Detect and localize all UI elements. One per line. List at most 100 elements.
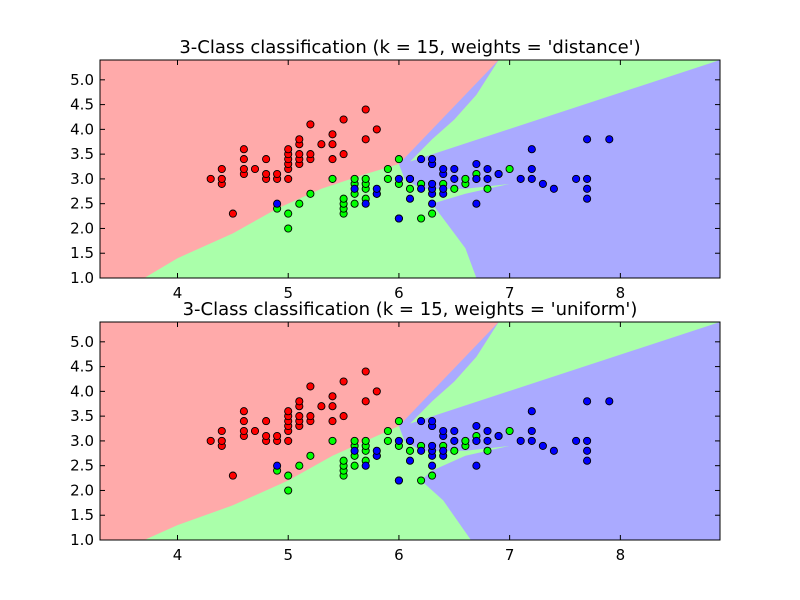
point-class-1: [295, 461, 304, 470]
point-class-0: [328, 130, 337, 139]
point-class-0: [306, 382, 315, 391]
point-class-2: [405, 194, 415, 203]
axes-frame: [99, 321, 721, 541]
y-tick-label: 2.5: [70, 195, 94, 213]
axes-frame: [99, 59, 721, 279]
point-class-2: [516, 174, 525, 183]
x-tick-label: 5: [283, 546, 293, 564]
point-class-2: [394, 476, 403, 485]
point-class-2: [439, 446, 448, 455]
point-class-0: [328, 402, 337, 411]
point-class-1: [428, 471, 437, 480]
point-class-0: [206, 174, 215, 183]
y-tick-label: 1.5: [70, 244, 94, 262]
point-class-1: [295, 199, 304, 208]
point-class-2: [483, 164, 492, 174]
point-class-1: [350, 174, 359, 183]
point-class-2: [372, 446, 381, 455]
y-tick-label: 2.5: [70, 457, 94, 475]
point-class-2: [428, 155, 437, 164]
point-class-0: [306, 412, 315, 421]
point-class-2: [405, 174, 415, 183]
point-class-0: [250, 426, 260, 436]
point-class-2: [472, 174, 481, 183]
point-class-1: [350, 461, 359, 470]
point-class-2: [450, 164, 459, 174]
point-class-1: [428, 209, 437, 218]
point-class-2: [439, 164, 448, 174]
point-class-0: [262, 169, 271, 179]
point-class-0: [217, 426, 226, 436]
point-class-2: [538, 441, 547, 450]
point-class-2: [450, 174, 459, 183]
point-class-1: [383, 426, 392, 436]
point-class-0: [372, 387, 381, 396]
point-class-0: [295, 397, 304, 406]
point-class-1: [383, 174, 392, 183]
point-class-0: [295, 150, 304, 159]
x-tick-label: 6: [394, 546, 404, 564]
point-class-0: [239, 145, 248, 154]
point-class-0: [262, 417, 271, 426]
point-class-2: [549, 184, 558, 193]
point-class-1: [284, 486, 293, 495]
point-class-1: [339, 456, 348, 465]
point-class-2: [472, 159, 481, 169]
point-class-2: [350, 184, 359, 193]
y-tick-label: 1.0: [70, 531, 94, 549]
point-class-2: [428, 461, 437, 470]
point-class-0: [239, 417, 248, 426]
region-class-0: [100, 60, 499, 278]
point-class-1: [405, 184, 415, 193]
point-class-1: [284, 209, 293, 218]
point-class-2: [583, 174, 592, 183]
point-class-2: [483, 426, 492, 436]
x-tick-label: 5: [283, 284, 293, 302]
point-class-1: [306, 451, 315, 460]
point-class-0: [295, 412, 304, 421]
y-tick-label: 4.0: [70, 120, 94, 138]
point-class-2: [417, 446, 426, 455]
point-class-2: [450, 426, 459, 436]
point-class-2: [394, 436, 403, 445]
point-class-2: [428, 199, 437, 208]
point-class-2: [439, 426, 448, 436]
y-tick-label: 3.5: [70, 407, 94, 425]
point-class-1: [350, 199, 359, 208]
point-class-2: [450, 436, 459, 445]
y-tick-label: 2.0: [70, 481, 94, 499]
point-class-1: [417, 476, 426, 485]
point-class-0: [239, 426, 248, 436]
point-class-0: [372, 125, 381, 134]
x-tick-label: 7: [505, 546, 515, 564]
data-points: [206, 367, 614, 495]
point-class-1: [505, 426, 514, 436]
point-class-2: [583, 436, 592, 445]
point-class-1: [383, 436, 392, 445]
point-class-2: [483, 436, 492, 445]
point-class-0: [262, 155, 271, 164]
point-class-1: [417, 214, 426, 223]
point-class-0: [295, 135, 304, 144]
region-class-2: [398, 322, 720, 540]
point-class-0: [239, 164, 248, 174]
point-class-0: [273, 169, 282, 179]
x-tick-label: 8: [616, 546, 626, 564]
point-class-1: [328, 436, 337, 445]
point-class-2: [405, 436, 415, 445]
y-tick-label: 5.0: [70, 333, 94, 351]
point-class-0: [317, 140, 326, 149]
point-class-2: [572, 174, 581, 183]
point-class-2: [483, 174, 492, 183]
x-tick-label: 7: [505, 284, 515, 302]
point-class-0: [361, 367, 370, 376]
point-class-2: [428, 417, 437, 426]
point-class-2: [527, 174, 536, 183]
point-class-1: [450, 184, 459, 193]
region-class-2: [398, 60, 720, 278]
point-class-1: [394, 417, 403, 426]
point-class-2: [417, 184, 426, 193]
point-class-2: [605, 135, 614, 144]
y-tick-label: 3.0: [70, 170, 94, 188]
